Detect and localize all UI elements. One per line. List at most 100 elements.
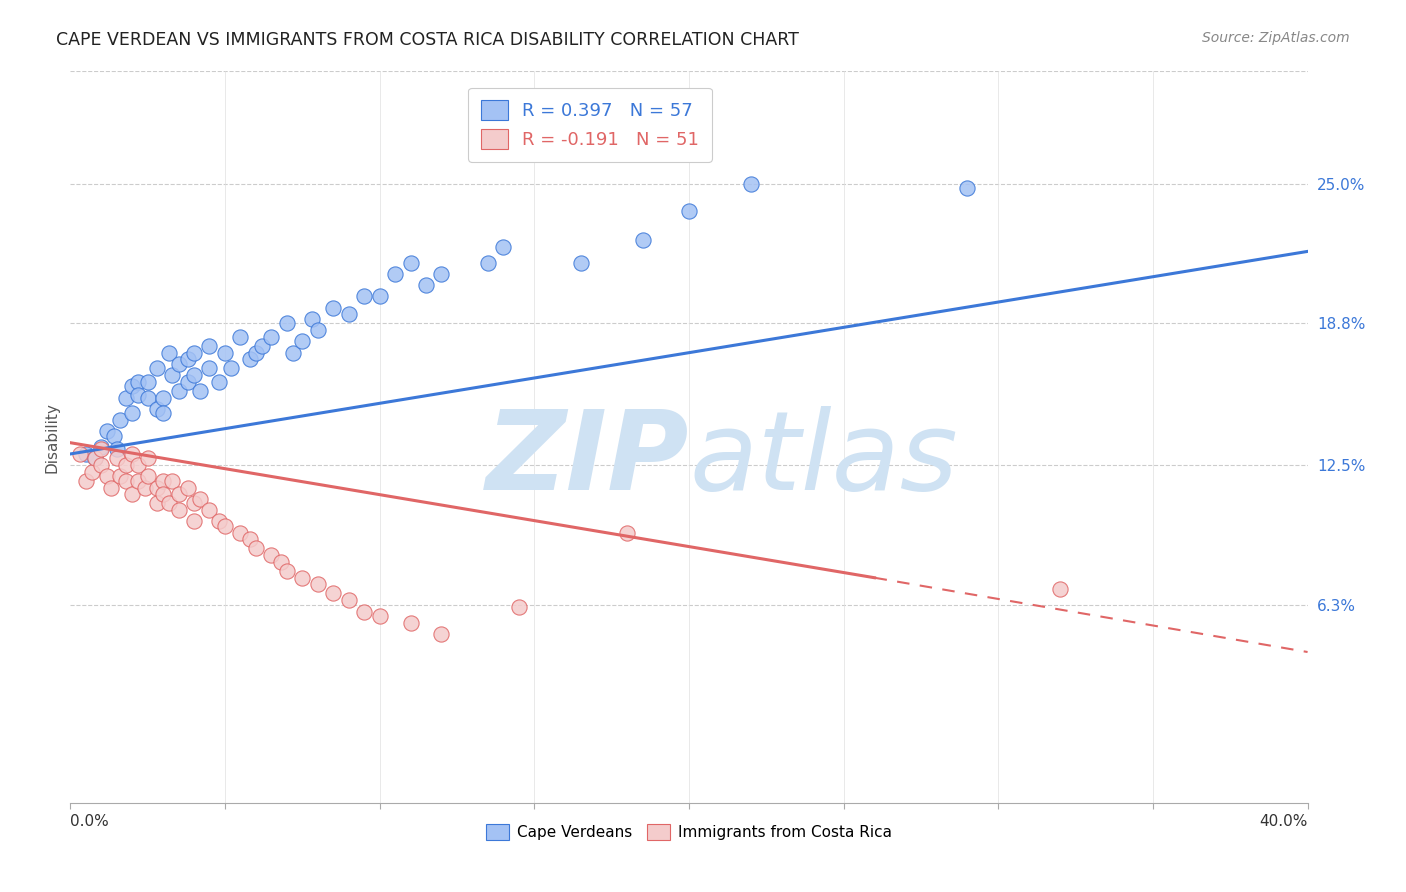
Text: ZIP: ZIP [485, 406, 689, 513]
Point [162, 474, 184, 488]
Point [105, 451, 128, 466]
Point [115, 391, 138, 405]
Point [307, 323, 329, 337]
Point [198, 361, 221, 376]
Point [188, 384, 211, 398]
Point [136, 451, 159, 466]
Point [136, 469, 159, 483]
Point [956, 181, 979, 195]
Point [616, 525, 638, 540]
Point [281, 345, 304, 359]
Point [430, 627, 453, 641]
Point [146, 481, 169, 495]
Point [250, 339, 273, 353]
Point [322, 586, 344, 600]
Point [167, 357, 190, 371]
Point [177, 481, 200, 495]
Point [678, 203, 700, 218]
Point [208, 515, 231, 529]
Point [198, 503, 221, 517]
Point [152, 391, 174, 405]
Point [291, 571, 314, 585]
Point [84, 451, 107, 466]
Point [368, 609, 391, 624]
Point [276, 564, 298, 578]
Point [157, 345, 180, 359]
Point [177, 352, 200, 367]
Point [121, 407, 143, 421]
Point [136, 375, 159, 389]
Point [368, 289, 391, 303]
Point [127, 388, 149, 402]
Point [239, 352, 262, 367]
Point [80, 465, 103, 479]
Text: atlas: atlas [689, 406, 957, 513]
Point [245, 541, 267, 556]
Point [229, 330, 252, 344]
Point [415, 278, 437, 293]
Point [105, 442, 128, 457]
Point [239, 533, 262, 547]
Point [430, 267, 453, 281]
Text: 40.0%: 40.0% [1260, 814, 1308, 829]
Point [100, 481, 122, 495]
Point [492, 240, 515, 254]
Point [337, 307, 360, 321]
Point [90, 440, 112, 454]
Point [740, 177, 762, 191]
Point [96, 469, 118, 483]
Point [167, 487, 190, 501]
Y-axis label: Disability: Disability [44, 401, 59, 473]
Point [301, 312, 323, 326]
Point [146, 401, 169, 416]
Point [399, 615, 422, 630]
Point [152, 474, 174, 488]
Point [115, 458, 138, 473]
Point [307, 577, 329, 591]
Point [260, 548, 283, 562]
Point [75, 474, 97, 488]
Point [214, 345, 236, 359]
Point [183, 496, 205, 510]
Point [208, 375, 231, 389]
Point [260, 330, 283, 344]
Point [103, 429, 125, 443]
Point [245, 345, 267, 359]
Point [90, 458, 112, 473]
Point [353, 289, 375, 303]
Point [127, 474, 149, 488]
Point [276, 317, 298, 331]
Point [167, 384, 190, 398]
Point [115, 474, 138, 488]
Point [127, 375, 149, 389]
Point [337, 593, 360, 607]
Point [229, 525, 252, 540]
Point [508, 599, 530, 614]
Point [152, 487, 174, 501]
Point [108, 413, 131, 427]
Point [183, 368, 205, 383]
Point [75, 447, 97, 461]
Point [219, 361, 242, 376]
Point [121, 447, 143, 461]
Point [322, 301, 344, 315]
Text: CAPE VERDEAN VS IMMIGRANTS FROM COSTA RICA DISABILITY CORRELATION CHART: CAPE VERDEAN VS IMMIGRANTS FROM COSTA RI… [56, 31, 799, 49]
Point [121, 487, 143, 501]
Point [167, 503, 190, 517]
Legend: Cape Verdeans, Immigrants from Costa Rica: Cape Verdeans, Immigrants from Costa Ric… [479, 818, 898, 847]
Point [1049, 582, 1071, 596]
Point [477, 255, 499, 269]
Point [152, 407, 174, 421]
Point [146, 496, 169, 510]
Text: Source: ZipAtlas.com: Source: ZipAtlas.com [1202, 31, 1350, 45]
Point [134, 481, 156, 495]
Point [270, 555, 292, 569]
Point [214, 519, 236, 533]
Point [84, 451, 107, 466]
Point [291, 334, 314, 349]
Text: 0.0%: 0.0% [70, 814, 110, 829]
Point [384, 267, 406, 281]
Point [188, 491, 211, 506]
Point [183, 345, 205, 359]
Point [121, 379, 143, 393]
